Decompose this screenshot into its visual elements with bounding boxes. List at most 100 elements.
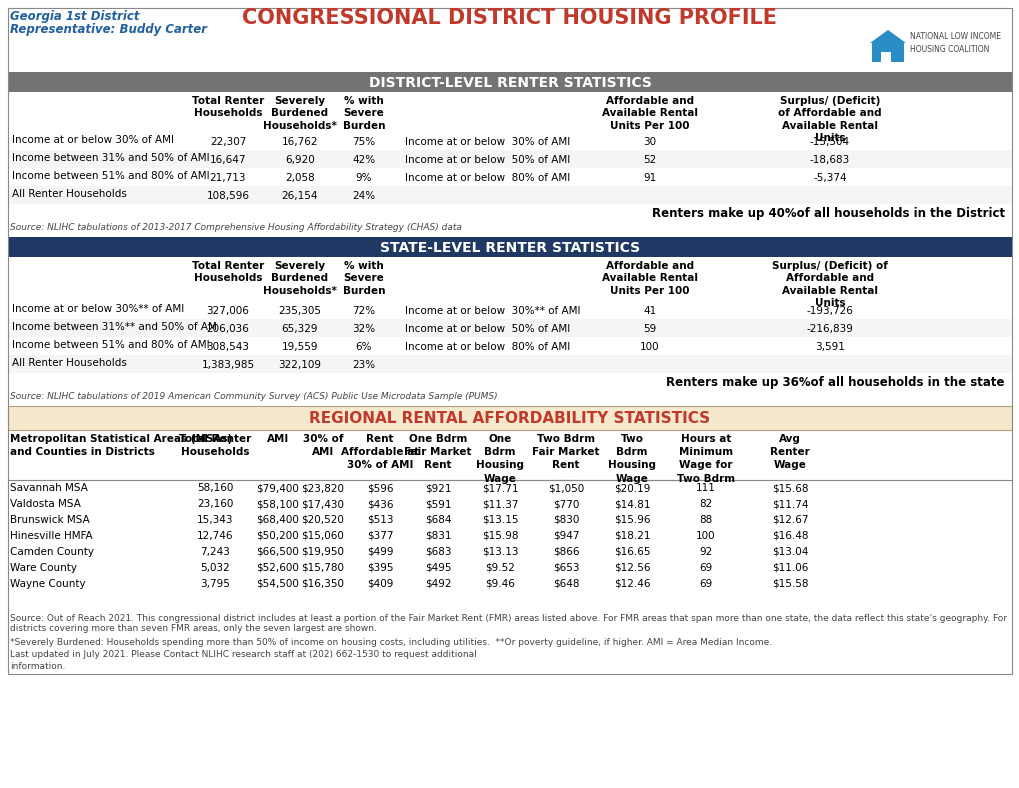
Text: Income between 31%** and 50% of AM: Income between 31%** and 50% of AM [12,322,217,332]
Text: Source: Out of Reach 2021. This congressional district includes at least a porti: Source: Out of Reach 2021. This congress… [10,614,1006,634]
Text: Hours at
Minimum
Wage for
Two Bdrm: Hours at Minimum Wage for Two Bdrm [677,434,735,484]
Text: 22,307: 22,307 [210,137,246,147]
Text: 92: 92 [699,547,712,557]
Bar [8,186,1011,204]
Text: 235,305: 235,305 [278,306,321,316]
Text: $14.81: $14.81 [613,499,650,509]
Text: Hinesville HMFA: Hinesville HMFA [10,531,93,541]
Text: 16,762: 16,762 [281,137,318,147]
Text: Surplus/ (Deficit)
of Affordable and
Available Rental
Units: Surplus/ (Deficit) of Affordable and Ava… [777,96,881,143]
Text: $648: $648 [552,579,579,589]
Bar [8,576,1011,592]
Text: Savannah MSA: Savannah MSA [10,483,88,493]
Text: % with
Severe
Burden: % with Severe Burden [342,261,385,296]
Text: $831: $831 [424,531,450,541]
Text: 327,006: 327,006 [207,306,250,316]
Text: Income at or below  50% of AMI: Income at or below 50% of AMI [405,324,570,334]
Text: $17,430: $17,430 [302,499,344,509]
Bar [8,528,1011,544]
Text: 23,160: 23,160 [197,499,233,509]
Text: 206,036: 206,036 [207,324,250,334]
Text: 3,795: 3,795 [200,579,229,589]
Text: $1,050: $1,050 [547,483,584,493]
Text: $653: $653 [552,563,579,573]
Text: $13.15: $13.15 [481,515,518,525]
Text: 75%: 75% [353,137,375,147]
Text: Severely
Burdened
Households*: Severely Burdened Households* [263,261,336,296]
Text: $13.13: $13.13 [481,547,518,557]
Text: Brunswick MSA: Brunswick MSA [10,515,90,525]
Text: 32%: 32% [353,324,375,334]
Text: Affordable and
Available Rental
Units Per 100: Affordable and Available Rental Units Pe… [601,261,697,296]
Text: 5,032: 5,032 [200,563,229,573]
Text: Avg
Renter
Wage: Avg Renter Wage [769,434,809,470]
Text: $15.98: $15.98 [481,531,518,541]
Text: 9%: 9% [356,173,372,183]
Polygon shape [869,30,905,43]
Text: 308,543: 308,543 [206,342,250,352]
Text: Income at or below  80% of AMI: Income at or below 80% of AMI [405,173,570,183]
Text: 69: 69 [699,579,712,589]
Text: $16.48: $16.48 [771,531,807,541]
Text: $409: $409 [367,579,392,589]
Text: Representative: Buddy Carter: Representative: Buddy Carter [10,23,207,36]
Text: 82: 82 [699,499,712,509]
Text: $11.37: $11.37 [481,499,518,509]
Text: $9.46: $9.46 [485,579,515,589]
Bar [8,406,1011,430]
Text: 65,329: 65,329 [281,324,318,334]
Text: Income at or below 30%** of AMI: Income at or below 30%** of AMI [12,304,184,314]
Text: One
Bdrm
Housing
Wage: One Bdrm Housing Wage [476,434,524,484]
Text: $58,100: $58,100 [257,499,300,509]
Bar [8,8,1011,674]
Text: Surplus/ (Deficit) of
Affordable and
Available Rental
Units: Surplus/ (Deficit) of Affordable and Ava… [771,261,888,308]
Text: 72%: 72% [353,306,375,316]
Text: $436: $436 [367,499,393,509]
Text: 52: 52 [643,155,656,165]
Text: Affordable and
Available Rental
Units Per 100: Affordable and Available Rental Units Pe… [601,96,697,131]
Text: $12.46: $12.46 [613,579,650,589]
Text: 322,109: 322,109 [278,360,321,370]
Text: $947: $947 [552,531,579,541]
Text: $54,500: $54,500 [257,579,300,589]
Text: Severely
Burdened
Households*: Severely Burdened Households* [263,96,336,131]
Text: Camden County: Camden County [10,547,94,557]
Bar [8,237,1011,257]
Text: 30% of
AMI: 30% of AMI [303,434,343,457]
Bar [8,150,1011,168]
Text: STATE-LEVEL RENTER STATISTICS: STATE-LEVEL RENTER STATISTICS [379,241,640,255]
Text: $16.65: $16.65 [613,547,650,557]
Text: $377: $377 [367,531,393,541]
Bar [8,132,1011,150]
Text: $16,350: $16,350 [302,579,344,589]
Text: $13.04: $13.04 [771,547,807,557]
Text: $921: $921 [424,483,450,493]
Text: Two
Bdrm
Housing
Wage: Two Bdrm Housing Wage [607,434,655,484]
Text: $499: $499 [367,547,393,557]
Text: Total Renter
Households: Total Renter Households [178,434,251,457]
Bar [8,168,1011,186]
Text: 108,596: 108,596 [206,191,250,201]
Text: Rent
Affordable at
30% of AMI: Rent Affordable at 30% of AMI [340,434,419,470]
Text: 91: 91 [643,173,656,183]
Text: $20.19: $20.19 [613,483,649,493]
Text: Total Renter
Households: Total Renter Households [192,261,264,284]
Text: 19,559: 19,559 [281,342,318,352]
Text: Ware County: Ware County [10,563,76,573]
Text: 59: 59 [643,324,656,334]
Text: $15,060: $15,060 [302,531,344,541]
Text: -15,504: -15,504 [809,137,849,147]
Text: One Bdrm
Fair Market
Rent: One Bdrm Fair Market Rent [404,434,471,470]
Text: $11.74: $11.74 [771,499,807,509]
Text: Metropolitan Statistical Areas (MSAs)
and Counties in Districts: Metropolitan Statistical Areas (MSAs) an… [10,434,232,457]
Text: $18.21: $18.21 [613,531,650,541]
Bar [8,301,1011,319]
Text: 100: 100 [696,531,715,541]
Text: 7,243: 7,243 [200,547,229,557]
Text: 42%: 42% [353,155,375,165]
Text: $15,780: $15,780 [302,563,344,573]
Text: 100: 100 [640,342,659,352]
Text: Source: NLIHC tabulations of 2013-2017 Comprehensive Housing Affordability Strat: Source: NLIHC tabulations of 2013-2017 C… [10,223,462,232]
Text: All Renter Households: All Renter Households [12,189,126,199]
Bar [8,544,1011,560]
